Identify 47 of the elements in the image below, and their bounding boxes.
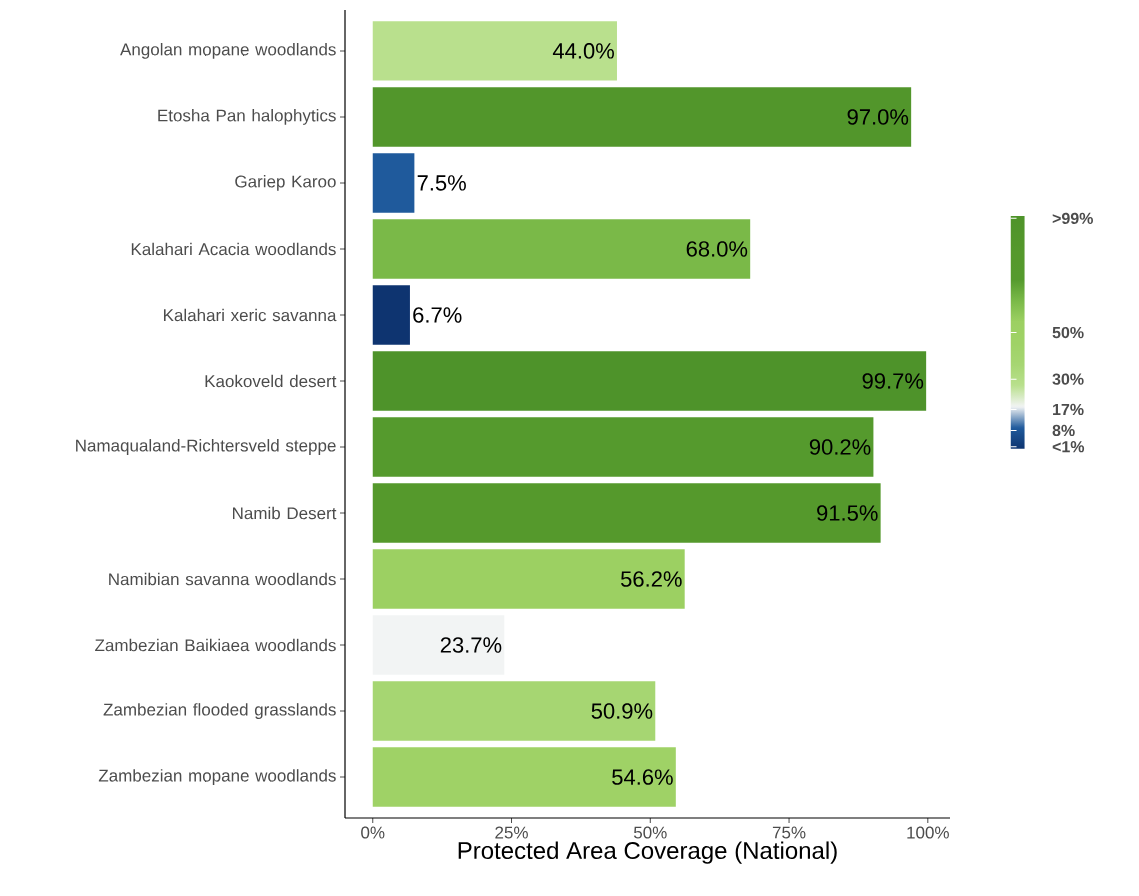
data-label: 90.2% (809, 439, 871, 455)
bar (372, 153, 415, 213)
data-label: 99.7% (862, 373, 924, 389)
color-bar-label: 50% (1052, 326, 1084, 339)
y-tick-label: Kalahari Acacia woodlands (131, 242, 336, 256)
x-tick-label: 100% (907, 826, 949, 839)
y-tick-label: Zambezian mopane woodlands (98, 769, 336, 785)
bar (372, 285, 410, 345)
color-bar-label: 17% (1053, 403, 1084, 416)
y-tick-label: Kaokoveld desert (205, 374, 337, 388)
data-label: 97.0% (847, 109, 909, 125)
bar (372, 417, 874, 477)
color-bar-label: <1% (1052, 441, 1085, 453)
data-label: 7.5% (417, 175, 466, 191)
data-label: 23.7% (440, 637, 502, 653)
y-tick-label: Namaqualand-Richtersveld steppe (76, 439, 336, 455)
x-axis-title: Protected Area Coverage (National) (458, 841, 837, 864)
bar (372, 747, 676, 807)
data-label: 44.0% (552, 43, 614, 59)
y-tick-label: Angolan mopane woodlands (120, 43, 336, 59)
data-label: 68.0% (686, 241, 748, 257)
color-bar-label: >99% (1052, 212, 1093, 225)
y-tick-label: Zambezian flooded grasslands (103, 703, 336, 719)
bar (372, 219, 751, 279)
y-tick-label: Namib Desert (233, 506, 337, 520)
data-label: 54.6% (612, 769, 673, 785)
y-tick-label: Gariep Karoo (235, 175, 336, 191)
data-label: 91.5% (817, 505, 878, 521)
x-tick-label: 50% (633, 826, 667, 839)
bar (372, 87, 912, 147)
bar (372, 549, 685, 609)
bar (372, 681, 656, 741)
y-tick-label: Zambezian Baikiaea woodlands (95, 638, 336, 652)
bar (372, 483, 881, 543)
x-tick-label: 25% (495, 826, 528, 839)
data-label: 50.9% (591, 703, 653, 719)
data-label: 6.7% (413, 307, 462, 323)
bar (372, 21, 617, 81)
x-tick-label: 0% (361, 826, 385, 839)
y-tick-label: Namibian savanna woodlands (109, 572, 336, 586)
color-bar-label: 30% (1052, 373, 1084, 385)
color-bar-label: 8% (1052, 424, 1075, 437)
y-tick-label: Etosha Pan halophytics (158, 109, 336, 125)
y-tick-label: Kalahari xeric savanna (163, 308, 337, 322)
data-label: 56.2% (620, 571, 682, 587)
x-tick-label: 75% (772, 826, 806, 839)
bar (372, 351, 927, 411)
